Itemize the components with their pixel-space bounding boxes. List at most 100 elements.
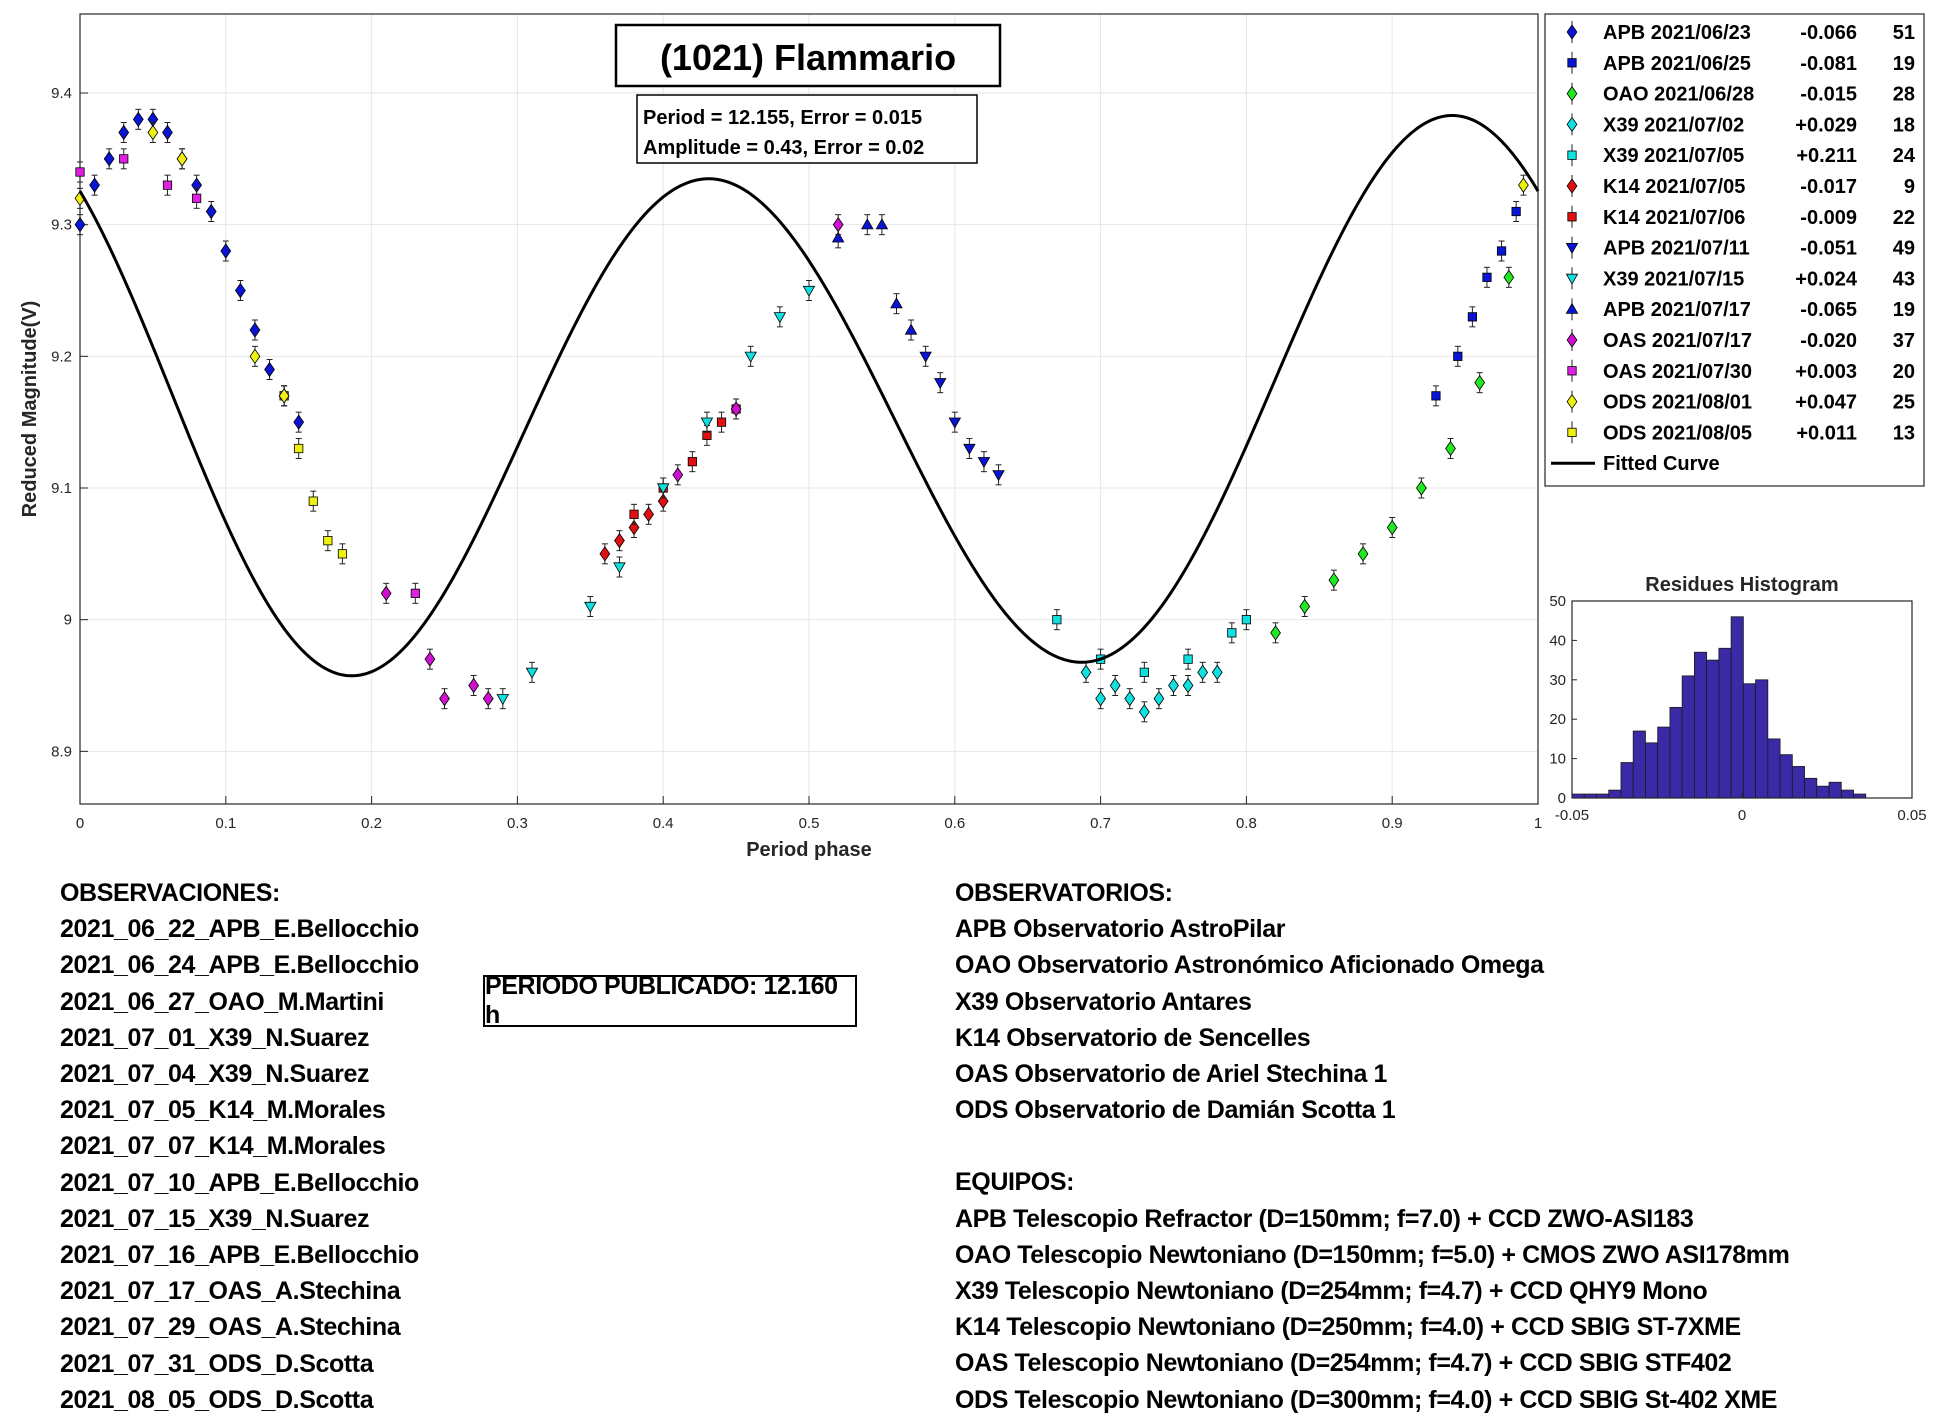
legend-marker bbox=[1567, 150, 1577, 160]
data-point bbox=[1138, 704, 1150, 720]
data-point bbox=[963, 443, 976, 455]
plot-frame bbox=[79, 13, 1539, 805]
fit-info-box bbox=[636, 94, 978, 164]
data-point bbox=[1124, 690, 1136, 707]
legend-offset: -0.009 bbox=[1800, 207, 1857, 229]
legend-series-name: X39 2021/07/15 bbox=[1603, 268, 1744, 290]
hist-bar bbox=[1828, 781, 1842, 799]
series-group bbox=[294, 438, 348, 565]
data-point bbox=[1328, 572, 1340, 588]
series-group bbox=[496, 280, 816, 710]
data-point bbox=[337, 549, 348, 559]
legend-count: 24 bbox=[1893, 145, 1916, 167]
series-group bbox=[1080, 661, 1223, 723]
observation-line: 2021_07_07_K14_M.Morales bbox=[60, 1132, 386, 1161]
legend-entry: APB 2021/07/17 -0.065 19 bbox=[1565, 298, 1915, 321]
legend-count: 37 bbox=[1893, 330, 1915, 352]
legend-curve-label: Fitted Curve bbox=[1603, 453, 1720, 475]
legend-count: 18 bbox=[1893, 114, 1915, 136]
data-point bbox=[176, 151, 188, 167]
data-point bbox=[1197, 664, 1209, 681]
hist-y-tick-label: 40 bbox=[1549, 632, 1566, 649]
legend-marker bbox=[1566, 85, 1578, 102]
data-point bbox=[75, 167, 85, 177]
legend-series-name: APB 2021/07/17 bbox=[1603, 299, 1751, 321]
data-point bbox=[89, 177, 100, 193]
fit-info-amplitude: Amplitude = 0.43, Error = 0.02 bbox=[643, 137, 924, 159]
data-point bbox=[700, 417, 714, 429]
title-group: (1021) Flammario Period = 12.155, Error … bbox=[614, 23, 1002, 164]
hist-bar bbox=[1730, 616, 1744, 799]
data-point bbox=[410, 588, 420, 598]
data-point bbox=[716, 417, 727, 427]
data-point bbox=[687, 457, 697, 467]
hist-title: Residues Histogram bbox=[1645, 574, 1838, 596]
observations-notes: OBSERVACIONES: 2021_06_22_APB_E.Bellocch… bbox=[60, 875, 419, 1418]
y-tick-label: 8.9 bbox=[51, 743, 72, 760]
observation-line: 2021_08_05_ODS_D.Scotta bbox=[60, 1385, 374, 1414]
observations-title: OBSERVACIONES: bbox=[60, 879, 280, 907]
data-point bbox=[1496, 246, 1507, 256]
equipment-line: OAO Telescopio Newtoniano (D=150mm; f=5.… bbox=[955, 1240, 1790, 1269]
fit-info-period: Period = 12.155, Error = 0.015 bbox=[643, 107, 922, 129]
legend-series-name: ODS 2021/08/01 bbox=[1603, 392, 1752, 414]
legend-series-name: X39 2021/07/05 bbox=[1603, 145, 1744, 167]
hist-bar bbox=[1718, 647, 1732, 799]
data-point bbox=[234, 282, 246, 299]
data-point bbox=[1168, 677, 1179, 694]
data-point bbox=[744, 351, 757, 363]
data-point bbox=[103, 151, 115, 167]
data-point bbox=[1357, 546, 1369, 562]
observatory-line: K14 Observatorio de Sencelles bbox=[955, 1023, 1311, 1052]
hist-y-tick-label: 10 bbox=[1549, 751, 1566, 768]
data-point bbox=[293, 414, 305, 430]
legend-offset: -0.017 bbox=[1800, 176, 1857, 198]
legend-marker bbox=[1567, 58, 1577, 68]
legend-series-name: OAS 2021/07/17 bbox=[1603, 330, 1752, 352]
equipment-line: APB Telescopio Refractor (D=150mm; f=7.0… bbox=[955, 1204, 1694, 1233]
x-tick-label: 0.6 bbox=[944, 815, 965, 832]
equipment-line: OAS Telescopio Newtoniano (D=254mm; f=4.… bbox=[955, 1349, 1732, 1378]
legend-marker bbox=[1566, 393, 1578, 410]
legend: APB 2021/06/23 -0.066 51 APB 2021/06/25 -0.0… bbox=[1544, 13, 1925, 487]
hist-bar bbox=[1755, 679, 1769, 799]
data-point bbox=[1182, 677, 1194, 694]
hist-bar bbox=[1804, 777, 1818, 799]
legend-offset: -0.015 bbox=[1800, 84, 1857, 106]
hist-y-tick-label: 50 bbox=[1549, 593, 1566, 610]
hist-bar bbox=[1620, 762, 1634, 799]
x-tick-label: 0.9 bbox=[1382, 815, 1403, 832]
legend-entry: X39 2021/07/15 +0.024 43 bbox=[1565, 267, 1915, 290]
legend-marker bbox=[1567, 427, 1577, 438]
data-point bbox=[919, 351, 932, 363]
data-point bbox=[613, 562, 626, 574]
x-tick-label: 0 bbox=[76, 815, 84, 832]
hist-bar bbox=[1645, 742, 1659, 799]
data-point bbox=[1482, 272, 1492, 282]
data-point bbox=[1139, 667, 1149, 677]
observation-line: 2021_07_16_APB_E.Bellocchio bbox=[60, 1241, 419, 1270]
data-point bbox=[1467, 312, 1477, 322]
data-point bbox=[1453, 351, 1463, 361]
legend-marker bbox=[1566, 332, 1578, 348]
hist-bar bbox=[1669, 706, 1683, 799]
data-point bbox=[992, 470, 1005, 482]
data-point bbox=[599, 546, 611, 562]
legend-offset: -0.066 bbox=[1800, 22, 1857, 44]
observatory-line: OAO Observatorio Astronómico Aficionado … bbox=[955, 951, 1544, 980]
observation-line: 2021_06_27_OAO_M.Martini bbox=[60, 987, 384, 1016]
legend-entry: X39 2021/07/05 +0.211 24 bbox=[1567, 144, 1916, 167]
series-group bbox=[74, 108, 305, 433]
equipment-line: X39 Telescopio Newtoniano (D=254mm; f=4.… bbox=[955, 1277, 1708, 1306]
legend-marker bbox=[1566, 24, 1578, 40]
data-point bbox=[977, 457, 991, 469]
data-point bbox=[1153, 690, 1165, 707]
data-point bbox=[672, 467, 684, 483]
data-point bbox=[74, 216, 86, 233]
data-point bbox=[1518, 177, 1529, 193]
hist-bar bbox=[1681, 675, 1695, 799]
legend-series-name: APB 2021/06/23 bbox=[1603, 22, 1751, 44]
y-tick-label: 9.2 bbox=[51, 348, 72, 365]
observatories-notes: OBSERVATORIOS: APB Observatorio AstroPil… bbox=[955, 875, 1790, 1418]
legend-count: 43 bbox=[1893, 268, 1915, 290]
